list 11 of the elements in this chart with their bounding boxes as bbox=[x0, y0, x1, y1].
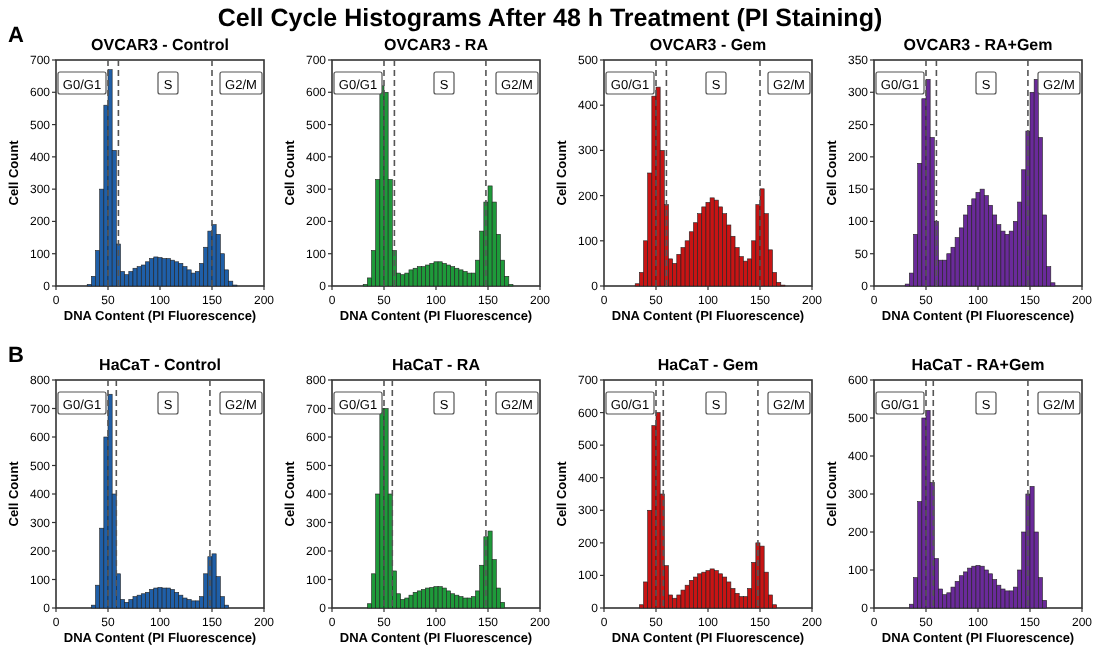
chart-title: OVCAR3 - RA+Gem bbox=[903, 36, 1053, 54]
chart-title: HaCaT - RA+Gem bbox=[911, 356, 1045, 374]
chart-title: HaCaT - RA bbox=[391, 356, 481, 374]
text: B bbox=[8, 344, 24, 368]
text: A bbox=[8, 24, 24, 48]
chart-title: HaCaT - Control bbox=[99, 356, 221, 374]
chart-title: OVCAR3 - Control bbox=[91, 36, 229, 54]
chart-title: OVCAR3 - Gem bbox=[649, 36, 767, 54]
chart-title: OVCAR3 - RA bbox=[383, 36, 489, 54]
chart-title: HaCaT - Gem bbox=[657, 356, 759, 374]
text: Cell Cycle Histograms After 48 h Treatment (PI Staining) bbox=[217, 4, 883, 32]
